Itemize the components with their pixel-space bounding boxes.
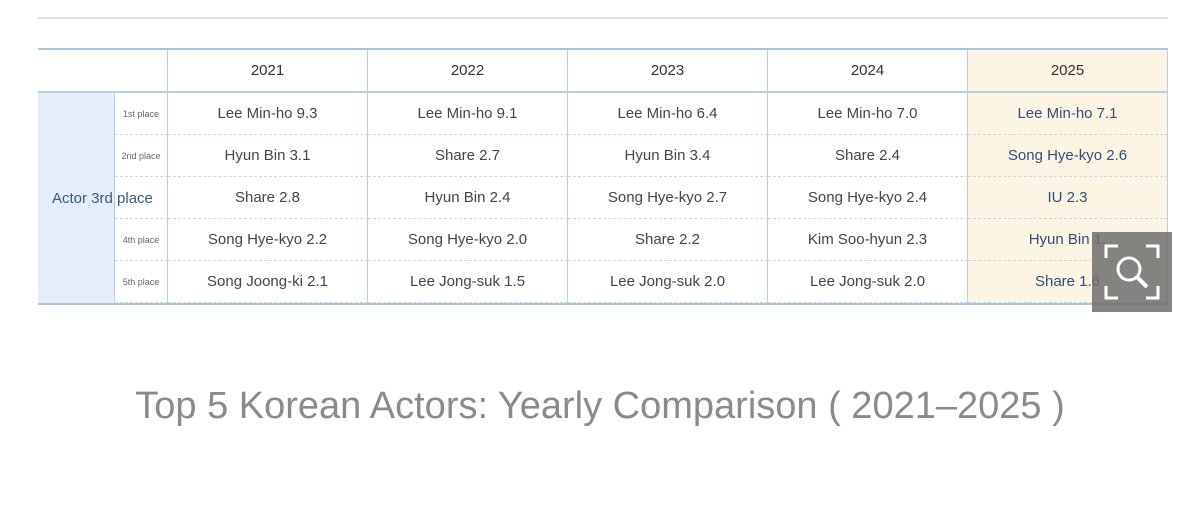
table-cell: Song Hye-kyo 2.7 <box>568 177 768 219</box>
table-cell: Share 2.7 <box>368 135 568 177</box>
year-header: 2025 <box>968 50 1168 93</box>
table-bottom-border <box>38 303 1168 305</box>
table-cell: Lee Min-ho 6.4 <box>568 93 768 135</box>
table-cell: IU 2.3 <box>968 177 1168 219</box>
table-cell: Lee Min-ho 7.0 <box>768 93 968 135</box>
group-label: Actor 3rd place <box>38 93 153 303</box>
table-cell: Lee Jong-suk 1.5 <box>368 261 568 303</box>
table-cell: Hyun Bin 2.4 <box>368 177 568 219</box>
rank-label: 1st place <box>115 93 168 135</box>
table-cell: Share 2.8 <box>168 177 368 219</box>
table-cell: Kim Soo-hyun 2.3 <box>768 219 968 261</box>
rank-label: 5th place <box>115 261 168 303</box>
table-cell: Lee Min-ho 9.1 <box>368 93 568 135</box>
table-cell: Song Hye-kyo 2.2 <box>168 219 368 261</box>
caption: Top 5 Korean Actors: Yearly Comparison (… <box>135 385 1065 427</box>
rank-label: 2nd place <box>115 135 168 177</box>
table-cell: Lee Min-ho 7.1 <box>968 93 1168 135</box>
table-cell: Hyun Bin 3.4 <box>568 135 768 177</box>
rank-label <box>115 177 168 219</box>
table-cell: Song Hye-kyo 2.0 <box>368 219 568 261</box>
table-cell: Song Hye-kyo 2.6 <box>968 135 1168 177</box>
table-cell: Lee Jong-suk 2.0 <box>768 261 968 303</box>
header-corner <box>38 50 168 93</box>
zoom-button[interactable] <box>1092 232 1172 312</box>
table-cell: Song Hye-kyo 2.4 <box>768 177 968 219</box>
year-header: 2024 <box>768 50 968 93</box>
rank-label: 4th place <box>115 219 168 261</box>
table-cell: Share 2.4 <box>768 135 968 177</box>
table-top-border <box>38 48 1168 50</box>
table-cell: Share 2.2 <box>568 219 768 261</box>
year-header: 2023 <box>568 50 768 93</box>
year-header: 2022 <box>368 50 568 93</box>
table-cell: Song Joong-ki 2.1 <box>168 261 368 303</box>
table-cell: Hyun Bin 3.1 <box>168 135 368 177</box>
table-cell: Lee Jong-suk 2.0 <box>568 261 768 303</box>
table-cell: Lee Min-ho 9.3 <box>168 93 368 135</box>
year-header: 2021 <box>168 50 368 93</box>
top-rule <box>38 17 1168 19</box>
zoom-icon <box>1104 244 1160 300</box>
